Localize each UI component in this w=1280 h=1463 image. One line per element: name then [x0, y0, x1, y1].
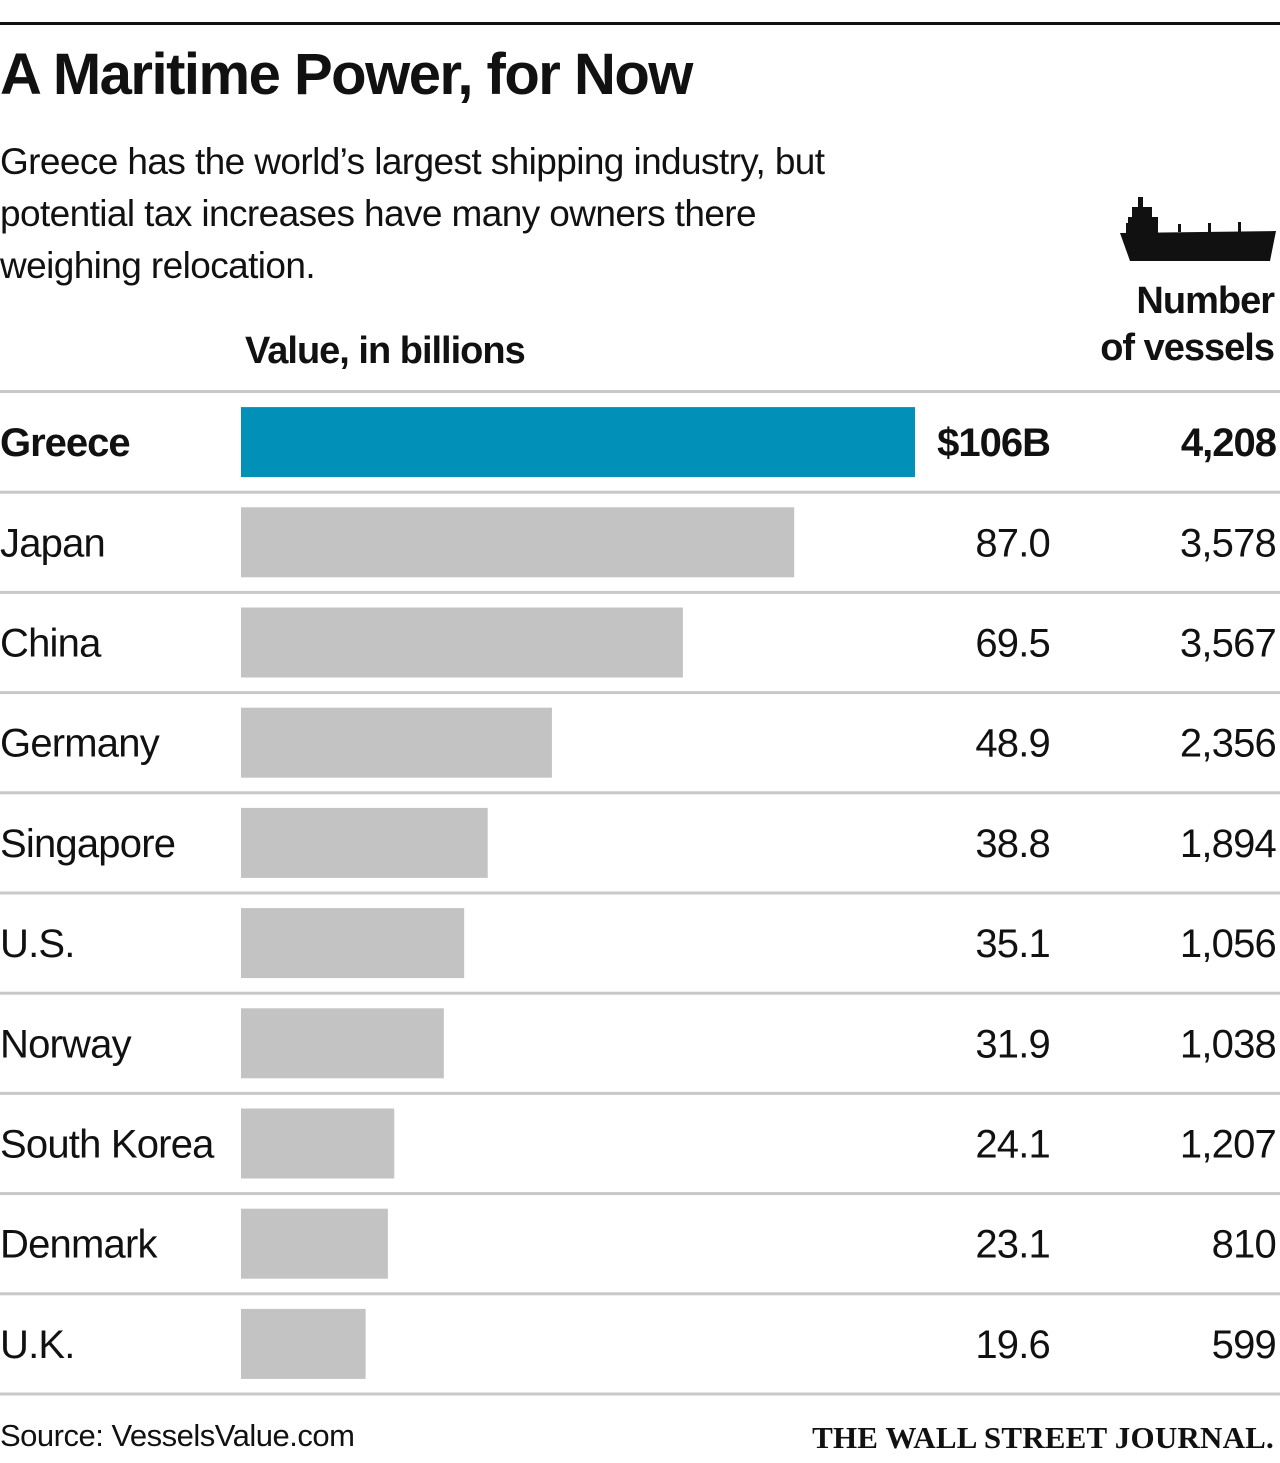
- value-label: $106B: [937, 421, 1050, 465]
- bar: [241, 1008, 444, 1079]
- vessel-count-label: 599: [1212, 1323, 1276, 1367]
- vessel-count-label: 1,056: [1180, 922, 1276, 966]
- category-label: South Korea: [0, 1123, 215, 1167]
- value-label: 48.9: [975, 722, 1050, 766]
- bar: [241, 1108, 395, 1179]
- publisher-credit: THE WALL STREET JOURNAL.: [812, 1420, 1274, 1455]
- bar: [241, 908, 465, 979]
- row-divider: [0, 1292, 1280, 1296]
- row-divider: [0, 490, 1280, 494]
- category-label: U.K.: [0, 1323, 75, 1367]
- vessel-count-label: 2,356: [1180, 722, 1276, 766]
- bar: [241, 707, 552, 778]
- vessel-count-label: 4,208: [1181, 421, 1277, 465]
- value-column-header: Value, in billions: [245, 330, 526, 372]
- row-divider: [0, 791, 1280, 795]
- bar: [241, 507, 795, 578]
- bar: [241, 1208, 388, 1279]
- value-label: 31.9: [975, 1022, 1050, 1066]
- cargo-ship-icon: [1120, 197, 1276, 261]
- row-divider: [0, 1091, 1280, 1095]
- value-label: 69.5: [975, 622, 1050, 666]
- bar: [241, 807, 488, 878]
- source-note: Source: VesselsValue.com: [0, 1418, 355, 1453]
- category-label: U.S.: [0, 922, 75, 966]
- category-label: Germany: [0, 722, 160, 766]
- bar: [241, 607, 683, 678]
- category-label: China: [0, 622, 102, 666]
- row-divider: [0, 691, 1280, 695]
- chart-title: A Maritime Power, for Now: [0, 42, 693, 107]
- bar: [241, 1308, 366, 1379]
- top-rule: [0, 22, 1280, 25]
- vessel-count-label: 1,894: [1180, 822, 1277, 866]
- value-label: 35.1: [975, 922, 1050, 966]
- row-divider: [0, 991, 1280, 995]
- row-divider: [0, 1192, 1280, 1196]
- value-label: 87.0: [975, 521, 1050, 565]
- row-divider: [0, 1392, 1280, 1396]
- vessel-count-label: 3,578: [1180, 521, 1276, 565]
- row-divider: [0, 891, 1280, 895]
- vessel-count-label: 1,038: [1180, 1022, 1276, 1066]
- category-label: Singapore: [0, 822, 175, 866]
- row-divider: [0, 590, 1280, 594]
- vessels-header-line2: of vessels: [1100, 327, 1275, 369]
- value-label: 38.8: [975, 822, 1050, 866]
- value-label: 19.6: [975, 1323, 1050, 1367]
- chart-subtitle: Greece has the world’s largest shipping …: [0, 141, 825, 286]
- vessel-count-label: 810: [1212, 1223, 1276, 1267]
- vessels-column-header: Number of vessels: [1100, 278, 1275, 372]
- category-label: Denmark: [0, 1223, 158, 1267]
- vessel-count-label: 1,207: [1180, 1123, 1276, 1167]
- vessels-header-line1: Number: [1136, 280, 1275, 322]
- value-label: 24.1: [975, 1123, 1050, 1167]
- vessel-count-label: 3,567: [1180, 622, 1276, 666]
- category-label: Japan: [0, 521, 105, 565]
- bar-highlight: [241, 407, 915, 478]
- header-rule: [0, 390, 1280, 393]
- value-label: 23.1: [975, 1223, 1050, 1267]
- category-label: Norway: [0, 1022, 132, 1066]
- category-label: Greece: [0, 421, 130, 465]
